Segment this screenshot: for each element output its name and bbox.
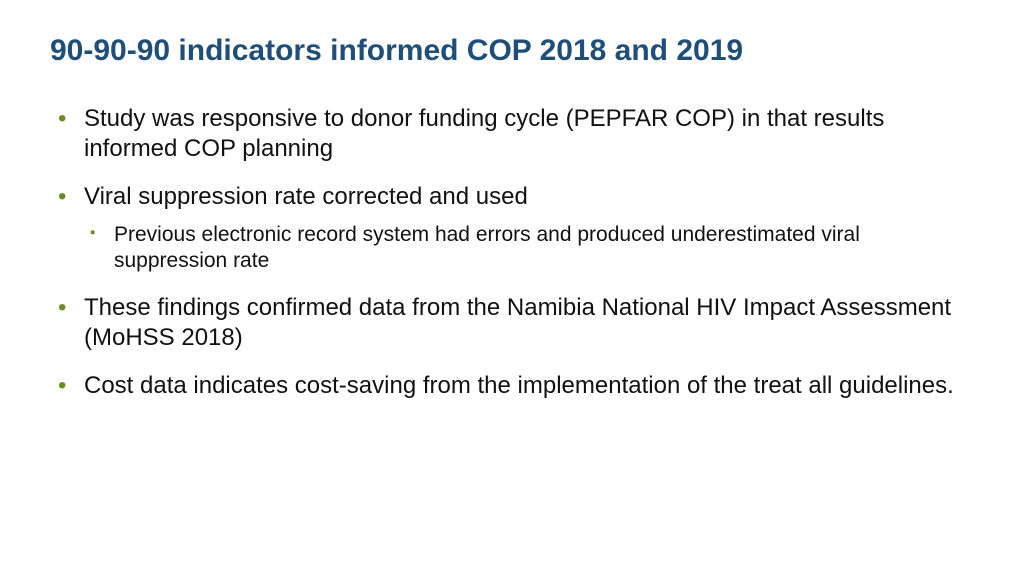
bullet-list: Study was responsive to donor funding cy…	[50, 104, 974, 401]
list-item: Viral suppression rate corrected and use…	[50, 182, 974, 275]
sub-list-item-text: Previous electronic record system had er…	[114, 223, 860, 272]
list-item: These findings confirmed data from the N…	[50, 293, 974, 353]
sub-list-item: Previous electronic record system had er…	[84, 222, 974, 275]
list-item-text: These findings confirmed data from the N…	[84, 294, 951, 351]
list-item-text: Study was responsive to donor funding cy…	[84, 105, 884, 162]
list-item: Cost data indicates cost-saving from the…	[50, 371, 974, 401]
list-item: Study was responsive to donor funding cy…	[50, 104, 974, 164]
list-item-text: Viral suppression rate corrected and use…	[84, 183, 528, 210]
sub-bullet-list: Previous electronic record system had er…	[84, 222, 974, 275]
slide-title: 90-90-90 indicators informed COP 2018 an…	[50, 34, 974, 68]
list-item-text: Cost data indicates cost-saving from the…	[84, 372, 954, 399]
